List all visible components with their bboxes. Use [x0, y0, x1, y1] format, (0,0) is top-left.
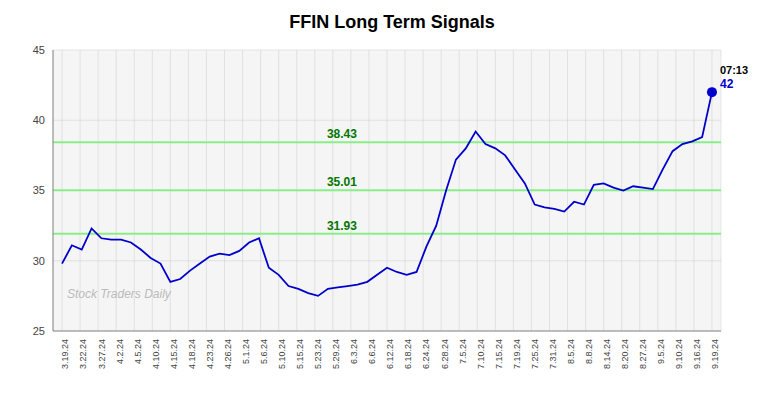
svg-text:6.28.24: 6.28.24: [440, 339, 450, 369]
svg-text:8.5.24: 8.5.24: [566, 339, 576, 364]
svg-text:7.25.24: 7.25.24: [530, 339, 540, 369]
svg-text:3.27.24: 3.27.24: [97, 339, 107, 369]
svg-text:7.5.24: 7.5.24: [458, 339, 468, 364]
html-text:FFIN Long Term Signals: FFIN Long Term Signals: [289, 12, 495, 32]
svg-text:5.6.24: 5.6.24: [259, 339, 269, 364]
svg-text:6.6.24: 6.6.24: [367, 339, 377, 364]
svg-text:40: 40: [33, 114, 45, 126]
html-text:Stock Traders Daily: Stock Traders Daily: [67, 287, 171, 301]
svg-text:7.19.24: 7.19.24: [512, 339, 522, 369]
svg-text:4.10.24: 4.10.24: [151, 339, 161, 369]
svg-text:4.26.24: 4.26.24: [223, 339, 233, 369]
svg-text:45: 45: [33, 44, 45, 56]
svg-text:9.19.24: 9.19.24: [710, 339, 720, 369]
svg-text:07:13: 07:13: [720, 64, 748, 76]
svg-text:3.22.24: 3.22.24: [78, 339, 88, 369]
svg-text:5.29.24: 5.29.24: [331, 339, 341, 369]
svg-text:4.5.24: 4.5.24: [133, 339, 143, 364]
svg-text:5.1.24: 5.1.24: [241, 339, 251, 364]
svg-text:30: 30: [33, 255, 45, 267]
svg-text:9.10.24: 9.10.24: [674, 339, 684, 369]
svg-text:5.23.24: 5.23.24: [313, 339, 323, 369]
svg-text:7.10.24: 7.10.24: [476, 339, 486, 369]
svg-text:9.16.24: 9.16.24: [692, 339, 702, 369]
svg-text:4.2.24: 4.2.24: [115, 339, 125, 364]
svg-text:5.15.24: 5.15.24: [295, 339, 305, 369]
svg-text:35.01: 35.01: [327, 175, 357, 189]
svg-text:4.23.24: 4.23.24: [205, 339, 215, 369]
svg-text:7.31.24: 7.31.24: [548, 339, 558, 369]
svg-text:31.93: 31.93: [327, 219, 357, 233]
svg-text:8.14.24: 8.14.24: [602, 339, 612, 369]
svg-text:6.3.24: 6.3.24: [349, 339, 359, 364]
svg-text:3.19.24: 3.19.24: [60, 339, 70, 369]
svg-text:6.18.24: 6.18.24: [403, 339, 413, 369]
svg-text:38.43: 38.43: [327, 127, 357, 141]
svg-text:7.15.24: 7.15.24: [494, 339, 504, 369]
svg-text:4.18.24: 4.18.24: [187, 339, 197, 369]
svg-text:42: 42: [720, 77, 734, 91]
svg-text:6.24.24: 6.24.24: [421, 339, 431, 369]
svg-text:6.12.24: 6.12.24: [385, 339, 395, 369]
svg-text:5.10.24: 5.10.24: [277, 339, 287, 369]
svg-text:9.5.24: 9.5.24: [656, 339, 666, 364]
svg-text:8.8.24: 8.8.24: [584, 339, 594, 364]
svg-text:25: 25: [33, 325, 45, 337]
svg-text:8.20.24: 8.20.24: [620, 339, 630, 369]
svg-text:4.15.24: 4.15.24: [169, 339, 179, 369]
svg-text:35: 35: [33, 184, 45, 196]
svg-text:8.27.24: 8.27.24: [638, 339, 648, 369]
